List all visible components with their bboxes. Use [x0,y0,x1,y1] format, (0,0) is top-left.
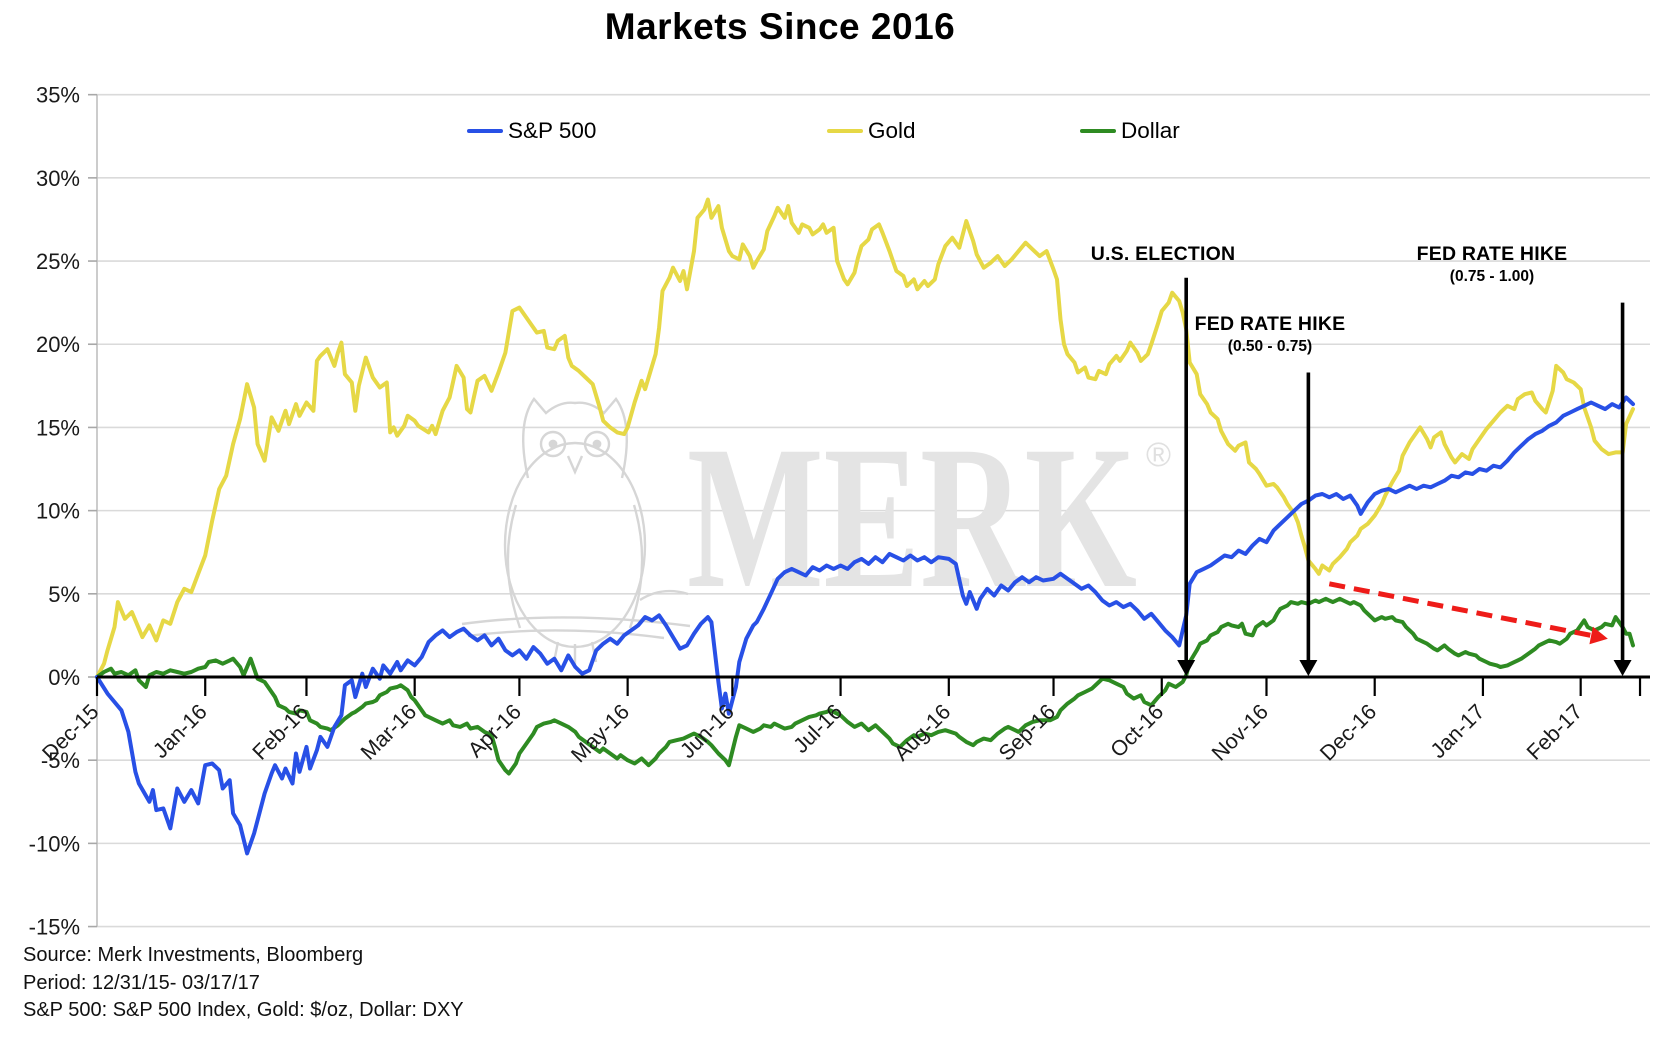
svg-text:Aug-16: Aug-16 [889,700,955,766]
legend-item-gold: Gold [827,118,916,144]
annotation-us-election: U.S. ELECTION [1090,243,1236,265]
owl-watermark-icon [461,397,691,664]
legend-item-sp500: S&P 500 [467,118,596,144]
svg-text:Mar-16: Mar-16 [356,700,421,765]
dollar-downtrend-arrow [1328,581,1592,638]
legend-label-sp500: S&P 500 [508,118,597,143]
svg-text:30%: 30% [36,166,80,191]
chart-title: Markets Since 2016 [604,6,956,47]
svg-text:15%: 15% [36,415,80,440]
period-line: Period: 12/31/15- 03/17/17 [23,971,260,994]
svg-text:Nov-16: Nov-16 [1207,700,1273,766]
svg-text:Sep-16: Sep-16 [994,700,1060,766]
legend-swatch-gold [827,128,863,134]
svg-text:35%: 35% [36,83,80,108]
annotation-fed-rate-hike-1: FED RATE HIKE (0.50 - 0.75) [1194,313,1346,355]
legend-item-dollar: Dollar [1080,118,1180,144]
svg-text:-15%: -15% [29,915,80,940]
definitions-line: S&P 500: S&P 500 Index, Gold: $/oz, Doll… [23,999,464,1021]
source-line: Source: Merk Investments, Bloomberg [23,944,364,966]
svg-text:0%: 0% [48,665,80,690]
annotation-fed-rate-hike-2: FED RATE HIKE (0.75 - 1.00) [1416,243,1568,285]
svg-text:®: ® [1146,436,1171,474]
svg-text:-5%: -5% [41,748,80,773]
svg-text:20%: 20% [36,332,80,357]
svg-text:5%: 5% [48,582,80,607]
svg-text:Jun-16: Jun-16 [675,700,738,763]
svg-text:25%: 25% [36,249,80,274]
series-dollar [95,596,1635,776]
chart-legend: S&P 500 Gold Dollar [0,118,1667,146]
merk-watermark: MERK ® [461,397,1171,664]
svg-text:Feb-17: Feb-17 [1522,700,1587,765]
svg-text:Jul-16: Jul-16 [789,700,847,758]
legend-label-dollar: Dollar [1121,118,1180,143]
chart-footnotes: Source: Merk Investments, Bloomberg Peri… [23,942,464,1025]
svg-text:Jan-17: Jan-17 [1426,700,1489,763]
series-gold [95,197,1635,679]
svg-text:10%: 10% [36,499,80,524]
svg-text:Jan-16: Jan-16 [148,700,211,763]
svg-text:Dec-16: Dec-16 [1315,700,1381,766]
series-s-p-500 [95,395,1635,856]
svg-text:MERK: MERK [687,404,1137,631]
svg-text:Oct-16: Oct-16 [1106,700,1169,763]
legend-swatch-sp500 [467,128,503,134]
svg-text:-10%: -10% [29,831,80,856]
legend-swatch-dollar [1080,128,1116,134]
legend-label-gold: Gold [868,118,916,143]
